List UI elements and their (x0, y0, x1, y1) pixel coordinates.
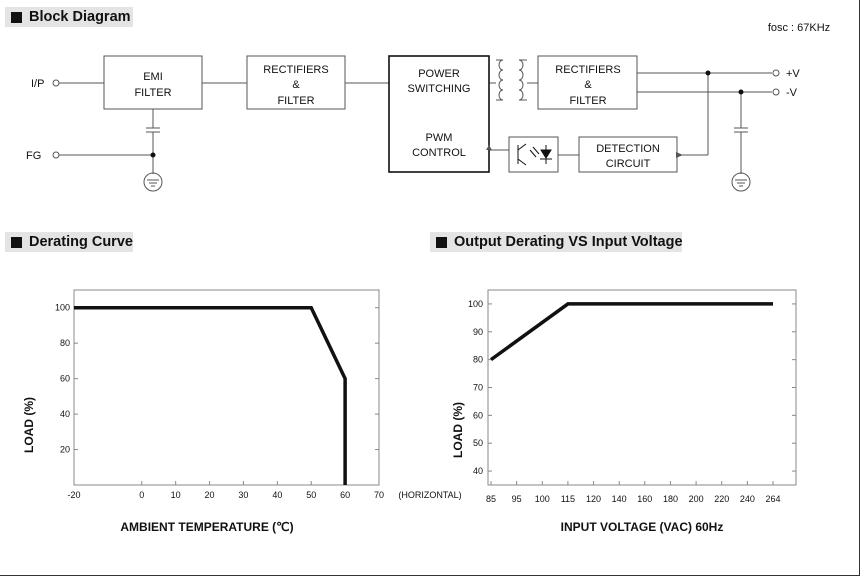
section-title: Output Derating VS Input Voltage (454, 234, 683, 250)
plot-area (73, 289, 380, 486)
x-tick-label: 140 (612, 494, 627, 504)
rectifier2-line3: FILTER (569, 95, 606, 107)
power-switching-line2: SWITCHING (408, 83, 471, 95)
rectifier1-line1: RECTIFIERS (263, 64, 328, 76)
input-label: I/P (31, 78, 44, 90)
section-header-block-diagram: Block Diagram (5, 7, 133, 27)
rectifier1-line3: FILTER (277, 95, 314, 107)
negative-terminal-icon (772, 88, 780, 96)
x-tick-label: 220 (714, 494, 729, 504)
fg-label: FG (26, 150, 41, 162)
pwm-control-line1: PWM (426, 132, 453, 144)
x-tick-label: 20 (205, 490, 215, 500)
y-tick-label: 100 (468, 299, 483, 309)
y-tick-label: 60 (60, 374, 70, 384)
optocoupler-icon (517, 143, 552, 166)
fg-terminal-icon (52, 151, 60, 159)
x-tick-label: 10 (171, 490, 181, 500)
detection-circuit-line1: DETECTION (596, 143, 660, 155)
x-tick-label: 120 (586, 494, 601, 504)
x-tick-label: 200 (689, 494, 704, 504)
x-tick-label: 115 (561, 494, 575, 504)
x-axis-title: INPUT VOLTAGE (VAC) 60Hz (561, 520, 724, 534)
y-axis-title: LOAD (%) (451, 402, 465, 458)
x-tick-label: 70 (374, 490, 384, 500)
x-axis-extra-label: (HORIZONTAL) (398, 490, 461, 500)
rectifier2-line1: RECTIFIERS (555, 64, 620, 76)
section-title: Derating Curve (29, 234, 133, 250)
x-axis-title: AMBIENT TEMPERATURE (℃) (120, 520, 293, 534)
x-tick-label: 85 (486, 494, 496, 504)
plot-area (487, 289, 797, 486)
y-tick-label: 80 (60, 338, 70, 348)
emi-filter-line1: EMI (143, 71, 163, 83)
negative-output-label: -V (786, 87, 798, 99)
input-terminal-icon (52, 79, 60, 87)
positive-terminal-icon (772, 69, 780, 77)
rectifier1-line2: & (292, 79, 300, 91)
x-tick-label: 100 (535, 494, 550, 504)
y-tick-label: 70 (473, 383, 483, 393)
square-bullet-icon (436, 236, 447, 248)
y-tick-label: 60 (473, 410, 483, 420)
x-tick-label: 40 (272, 490, 282, 500)
section-header-derating-curve: Derating Curve (5, 232, 133, 252)
y-tick-label: 100 (55, 303, 70, 313)
positive-output-label: +V (786, 68, 800, 80)
y-tick-label: 90 (473, 327, 483, 337)
fosc-label: fosc : 67KHz (768, 22, 830, 34)
block-diagram: fosc : 67KHz I/P FG +V -V EMI FILTER REC… (26, 22, 830, 192)
x-tick-label: -20 (67, 490, 80, 500)
detection-circuit-line2: CIRCUIT (606, 158, 651, 170)
x-tick-label: 50 (306, 490, 316, 500)
rectifier2-line2: & (584, 79, 592, 91)
ground-icon (731, 172, 751, 192)
square-bullet-icon (11, 11, 22, 23)
x-tick-label: 0 (139, 490, 144, 500)
x-tick-label: 95 (512, 494, 522, 504)
y-tick-label: 40 (60, 409, 70, 419)
x-tick-label: 160 (637, 494, 652, 504)
power-switching-line1: POWER (418, 68, 460, 80)
emi-filter-line2: FILTER (134, 87, 171, 99)
x-tick-label: 180 (663, 494, 678, 504)
x-tick-label: 30 (238, 490, 248, 500)
y-tick-label: 40 (473, 466, 483, 476)
section-header-output-derating: Output Derating VS Input Voltage (430, 232, 683, 252)
section-title: Block Diagram (29, 9, 131, 25)
series-line (74, 305, 347, 485)
x-tick-label: 240 (740, 494, 755, 504)
series-line (489, 302, 773, 362)
ground-icon (143, 172, 163, 192)
y-axis-title: LOAD (%) (22, 397, 36, 453)
pwm-control-line2: CONTROL (412, 147, 466, 159)
x-tick-label: 60 (340, 490, 350, 500)
y-tick-label: 50 (473, 438, 483, 448)
x-tick-label: 264 (765, 494, 780, 504)
power-switching-box (388, 55, 490, 173)
y-tick-label: 80 (473, 355, 483, 365)
y-tick-label: 20 (60, 445, 70, 455)
square-bullet-icon (11, 236, 22, 248)
